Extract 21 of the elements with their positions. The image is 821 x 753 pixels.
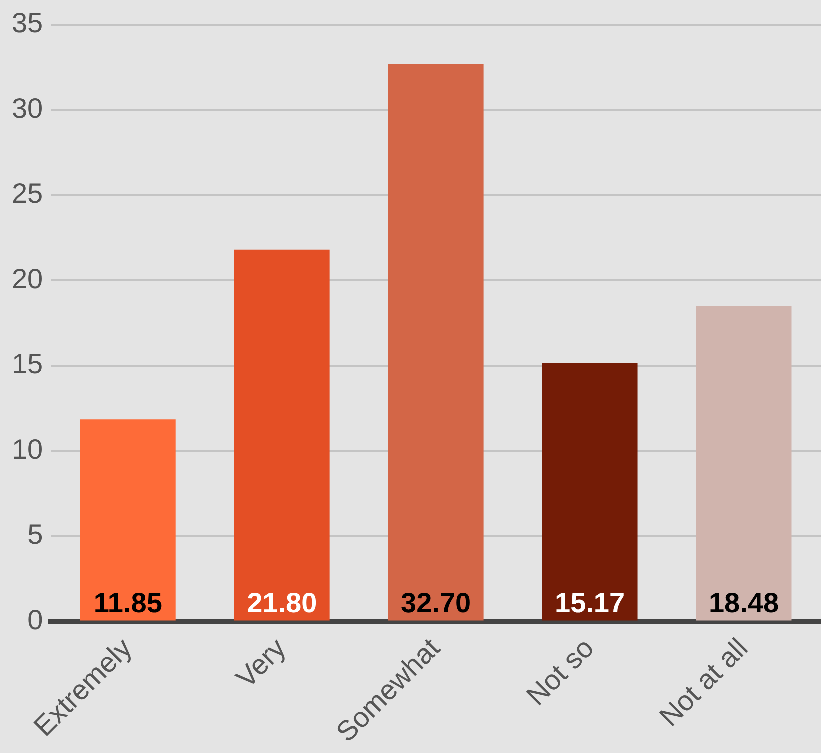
bar [696,306,792,621]
x-tick-label: Not so [520,632,600,712]
x-tick-label: Very [230,632,292,694]
bar [542,362,638,621]
bar [234,250,330,621]
data-label: 32.70 [401,587,472,618]
bar [388,64,484,621]
y-tick-label: 25 [12,178,44,210]
data-label: 15.17 [555,587,626,618]
y-tick-label: 5 [28,519,44,550]
data-label: 21.80 [247,587,318,618]
y-tick-label: 20 [12,263,44,294]
data-label: 11.85 [94,587,162,618]
x-tick-label: Not at all [654,632,754,732]
y-tick-label: 15 [12,348,44,380]
bar [80,420,176,621]
y-tick-label: 35 [12,8,44,39]
y-tick-label: 10 [12,434,44,465]
y-tick-label: 30 [12,92,44,124]
y-tick-label: 0 [28,604,44,636]
data-label: 18.48 [708,587,780,618]
